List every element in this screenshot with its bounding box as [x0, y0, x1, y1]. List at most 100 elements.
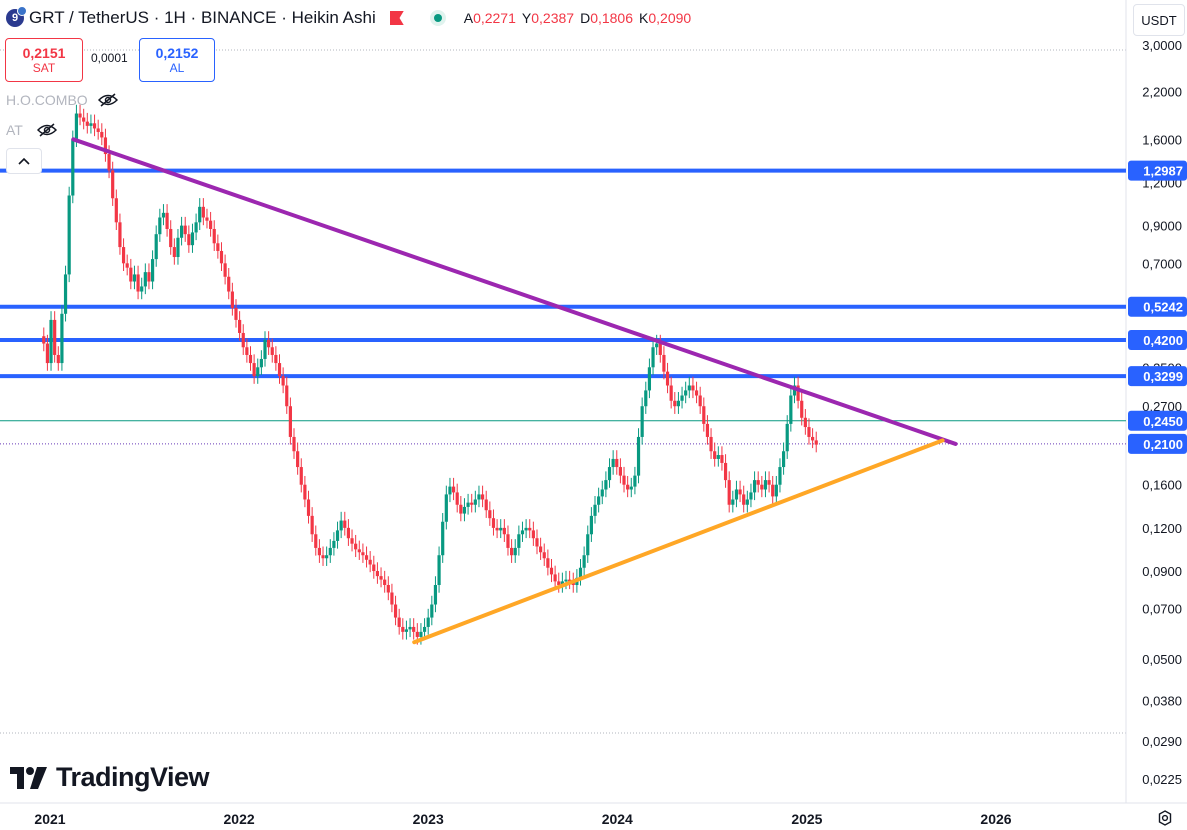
- candle-body: [335, 530, 340, 541]
- chevron-up-icon: [18, 157, 30, 165]
- brand-name: TradingView: [56, 762, 210, 792]
- candle-body: [586, 534, 590, 556]
- candle-body: [539, 546, 543, 553]
- candle-body: [513, 547, 517, 556]
- candle-body: [393, 604, 398, 618]
- candle-body: [451, 486, 456, 493]
- candle-body: [354, 543, 358, 550]
- candle-body: [187, 234, 191, 246]
- axis-price-label-bg: [1128, 410, 1187, 431]
- candle-body: [67, 195, 71, 275]
- candle-body: [140, 286, 144, 292]
- candle-body: [132, 274, 137, 282]
- candle-body: [375, 571, 380, 577]
- eye-off-icon[interactable]: [97, 93, 118, 107]
- candle-body: [734, 489, 739, 500]
- candle-body: [546, 558, 550, 568]
- sell-button[interactable]: 0,2151 SAT: [5, 38, 83, 82]
- candle-body: [589, 515, 593, 535]
- candle-body: [480, 494, 485, 500]
- settings-gear-icon[interactable]: [1157, 810, 1173, 826]
- candle-body: [49, 319, 53, 364]
- candle-body: [179, 225, 184, 238]
- ohlc-values: A0,2271 Y0,2387 D0,1806 K0,2090: [464, 10, 691, 26]
- candle-body: [277, 363, 282, 377]
- candle-body: [45, 343, 50, 364]
- candle-body: [158, 217, 162, 235]
- candle-body: [604, 480, 608, 490]
- candle-body: [53, 319, 57, 355]
- candle-body: [267, 339, 271, 348]
- candle-body: [412, 626, 416, 632]
- candle-body: [310, 515, 314, 535]
- price-labels: 1,2987 0,5242 0,4200 0,3299 0,2450 0,2100: [1128, 160, 1187, 454]
- candle-body: [713, 451, 717, 459]
- market-status-icon[interactable]: [429, 10, 446, 26]
- price-tick-label: 0,0225: [1142, 772, 1182, 787]
- candle-body: [814, 440, 818, 445]
- candle-body: [78, 113, 82, 118]
- candle-body: [506, 534, 510, 548]
- candle-body: [756, 480, 760, 485]
- candle-body: [462, 506, 467, 514]
- candle-body: [524, 527, 528, 531]
- indicator-ho-combo[interactable]: H.O.COMBO: [6, 90, 118, 110]
- indicator-at[interactable]: AT: [6, 120, 57, 140]
- buy-button[interactable]: 0,2152 AL: [139, 38, 215, 82]
- candle-body: [372, 564, 376, 572]
- candle-body: [350, 538, 354, 544]
- ohlc-open-value: 0,2271: [473, 10, 516, 26]
- price-tick-label: 0,0700: [1142, 602, 1182, 617]
- candle-body: [564, 579, 568, 582]
- candle-body: [89, 123, 93, 126]
- candle-body: [568, 579, 572, 582]
- candle-body: [691, 385, 695, 391]
- candle-body: [680, 395, 684, 401]
- candle-body: [143, 272, 147, 287]
- candle-body: [491, 518, 496, 528]
- candle-body: [285, 385, 289, 407]
- indicator-label: H.O.COMBO: [6, 92, 88, 108]
- ohlc-close-key: K: [639, 10, 649, 26]
- candle-body: [118, 222, 122, 248]
- collapse-indicators-button[interactable]: [6, 148, 42, 174]
- candle-body: [499, 527, 503, 531]
- candle-body: [248, 354, 253, 364]
- price-tick-label: 3,0000: [1142, 38, 1182, 53]
- candles: [42, 104, 818, 645]
- candle-body: [705, 423, 710, 437]
- candle-body: [433, 585, 438, 605]
- price-tick-label: 0,0290: [1142, 734, 1182, 749]
- candle-body: [600, 489, 604, 497]
- candle-body: [306, 499, 311, 516]
- candle-body: [669, 385, 673, 401]
- candle-body: [455, 492, 459, 505]
- candle-body: [629, 486, 633, 490]
- level-price-label: 0,5242: [1143, 300, 1183, 315]
- candle-body: [655, 343, 659, 348]
- level-price-label-bg: [1128, 366, 1187, 387]
- symbol-title[interactable]: GRT / TetherUS · 1H · BINANCE · Heikin A…: [29, 8, 376, 27]
- candle-body: [727, 480, 731, 505]
- currency-selector[interactable]: USDT: [1133, 4, 1185, 36]
- spread-value: 0,0001: [91, 51, 128, 65]
- level-price-label-bg: [1128, 160, 1187, 181]
- price-tick-label: 0,2700: [1142, 399, 1182, 414]
- flag-icon[interactable]: [389, 11, 404, 25]
- candle-body: [658, 343, 662, 355]
- candle-body: [183, 225, 187, 235]
- candle-body: [201, 206, 205, 218]
- candle-body: [317, 547, 321, 556]
- price-tick-label: 0,1200: [1142, 521, 1182, 536]
- candle-body: [125, 263, 129, 268]
- candle-body: [437, 555, 441, 586]
- eye-off-icon[interactable]: [36, 123, 57, 137]
- candle-body: [415, 631, 419, 637]
- level-price-label: 1,2987: [1143, 164, 1183, 179]
- candle-body: [190, 232, 195, 246]
- trendlines: [71, 137, 958, 645]
- candle-body: [238, 319, 242, 333]
- candle-body: [473, 499, 477, 505]
- candle-body: [651, 347, 655, 368]
